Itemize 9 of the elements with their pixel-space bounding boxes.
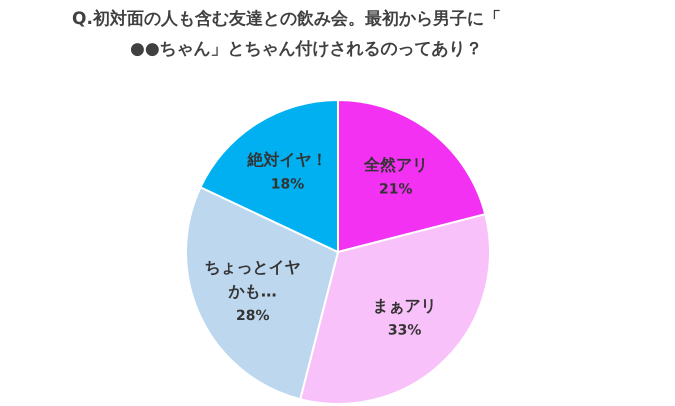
data-label: 21% xyxy=(379,181,413,198)
slice-label: 絶対イヤ！ xyxy=(246,150,328,169)
data-label: 18% xyxy=(270,176,304,192)
slice-label: ちょっとイヤかも… xyxy=(204,258,301,300)
data-label: 28% xyxy=(236,308,270,324)
chart-title: Q.初対面の人も含む友達との飲み会。最初から男子に「●●ちゃん」とちゃん付けされるのってあり？ xyxy=(72,9,501,59)
data-label: 33% xyxy=(388,322,422,338)
slice-label: まぁアリ xyxy=(372,296,437,316)
slice-label: 全然アリ xyxy=(362,154,428,174)
